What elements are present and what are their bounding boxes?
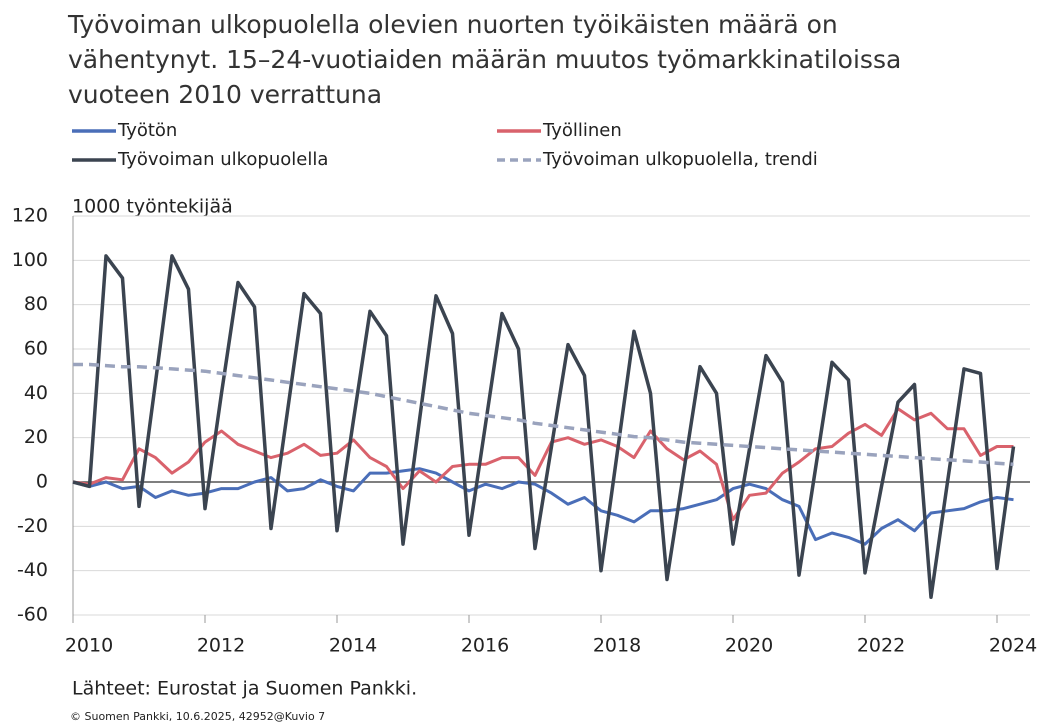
x-tick-label: 2010 — [65, 635, 113, 657]
y-tick-label: 120 — [12, 205, 48, 227]
y-tick-label: -20 — [17, 515, 48, 537]
y-tick-label: -60 — [17, 604, 48, 626]
source: Lähteet: Eurostat ja Suomen Pankki. — [72, 678, 417, 700]
y-tick-label: 20 — [24, 426, 48, 448]
chart-title: vähentynyt. 15–24-vuotiaiden määrän muut… — [68, 45, 901, 74]
x-tick-label: 2020 — [725, 635, 773, 657]
x-tick-label: 2016 — [461, 635, 509, 657]
legend-label: Työllinen — [542, 120, 622, 141]
x-tick-label: 2014 — [329, 635, 377, 657]
y-axis-label: 1000 työntekijää — [72, 196, 233, 218]
x-tick-label: 2024 — [989, 635, 1037, 657]
series-line — [73, 362, 1014, 467]
x-tick-label: 2022 — [857, 635, 905, 657]
chart-title: Työvoiman ulkopuolella olevien nuorten t… — [67, 10, 838, 39]
footer: © Suomen Pankki, 10.6.2025, 42952@Kuvio … — [70, 710, 325, 723]
y-tick-label: 100 — [12, 249, 48, 271]
series-line — [72, 254, 1016, 600]
legend-label: Työvoiman ulkopuolella — [117, 149, 328, 170]
legend-label: Työvoiman ulkopuolella, trendi — [542, 149, 818, 170]
y-tick-label: 0 — [36, 471, 48, 493]
y-tick-label: -40 — [17, 559, 48, 581]
series-line — [72, 407, 1014, 522]
x-tick-label: 2012 — [197, 635, 245, 657]
legend-label: Työtön — [117, 120, 177, 141]
y-tick-label: 40 — [24, 382, 48, 404]
y-tick-label: 60 — [24, 338, 48, 360]
y-tick-label: 80 — [24, 293, 48, 315]
chart-title: vuoteen 2010 verrattuna — [68, 80, 382, 109]
x-tick-label: 2018 — [593, 635, 641, 657]
